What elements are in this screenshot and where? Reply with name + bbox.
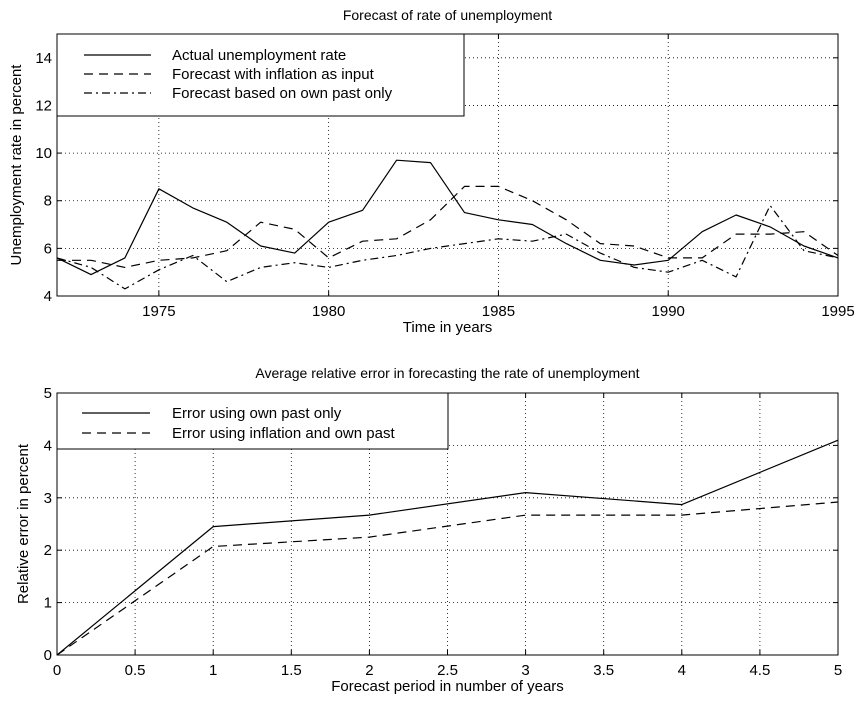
y-tick-label: 8 bbox=[44, 193, 52, 210]
x-tick-label: 1995 bbox=[821, 303, 854, 320]
x-tick-label: 3.5 bbox=[593, 662, 614, 679]
y-tick-label: 5 bbox=[44, 385, 52, 402]
series-line-3 bbox=[56, 204, 839, 290]
x-tick-label: 4.5 bbox=[749, 662, 770, 679]
y-tick-label: 4 bbox=[44, 288, 52, 305]
x-tick-label: 1.5 bbox=[281, 662, 302, 679]
series-line-1 bbox=[56, 159, 839, 276]
legend-box bbox=[56, 392, 449, 450]
y-tick-label: 10 bbox=[35, 145, 52, 162]
legend: Error using own past only Error using inf… bbox=[56, 392, 449, 450]
y-tick-label: 6 bbox=[44, 240, 52, 257]
series-line-2 bbox=[57, 185, 839, 268]
chart-panel-2: Average relative error in forecasting th… bbox=[15, 365, 842, 695]
legend-label: Error using own past only bbox=[172, 405, 342, 422]
x-tick-label: 1985 bbox=[482, 303, 515, 320]
x-tick-label: 2.5 bbox=[437, 662, 458, 679]
x-tick-label: 5 bbox=[834, 662, 842, 679]
chart-panel-1: Forecast of rate of unemployment 1975 1980… bbox=[8, 7, 855, 336]
chart-title: Forecast of rate of unemployment bbox=[343, 7, 552, 23]
legend-label: Forecast with inflation as input bbox=[172, 66, 375, 83]
x-tick-label: 0 bbox=[53, 662, 61, 679]
y-tick-label: 3 bbox=[44, 490, 52, 507]
y-tick-label: 14 bbox=[35, 50, 52, 67]
legend-label: Forecast based on own past only bbox=[172, 85, 393, 102]
x-tick-label: 4 bbox=[678, 662, 686, 679]
x-tick-label: 1975 bbox=[142, 303, 175, 320]
series-line-2 bbox=[56, 501, 839, 656]
legend: Actual unemployment rate Forecast with in… bbox=[56, 33, 465, 117]
x-tick-label: 0.5 bbox=[125, 662, 146, 679]
x-tick-label: 1 bbox=[209, 662, 217, 679]
y-tick-label: 0 bbox=[44, 647, 52, 664]
x-tick-label: 1990 bbox=[652, 303, 685, 320]
y-tick-label: 4 bbox=[44, 437, 52, 454]
x-axis-label: Forecast period in number of years bbox=[331, 678, 564, 695]
legend-label: Actual unemployment rate bbox=[172, 47, 346, 64]
y-tick-label: 2 bbox=[44, 542, 52, 559]
legend-label: Error using inflation and own past bbox=[172, 425, 395, 442]
x-tick-label: 1980 bbox=[312, 303, 345, 320]
x-axis-label: Time in years bbox=[403, 319, 492, 336]
y-tick-label: 12 bbox=[35, 97, 52, 114]
x-tick-label: 2 bbox=[365, 662, 373, 679]
x-tick-label: 3 bbox=[521, 662, 529, 679]
series-line-1 bbox=[56, 439, 839, 656]
y-axis-label: Relative error in percent bbox=[15, 443, 32, 604]
chart-title: Average relative error in forecasting th… bbox=[255, 365, 639, 381]
legend-box bbox=[56, 33, 465, 117]
y-tick-label: 1 bbox=[44, 595, 52, 612]
y-axis-label: Unemployment rate in percent bbox=[8, 64, 25, 266]
